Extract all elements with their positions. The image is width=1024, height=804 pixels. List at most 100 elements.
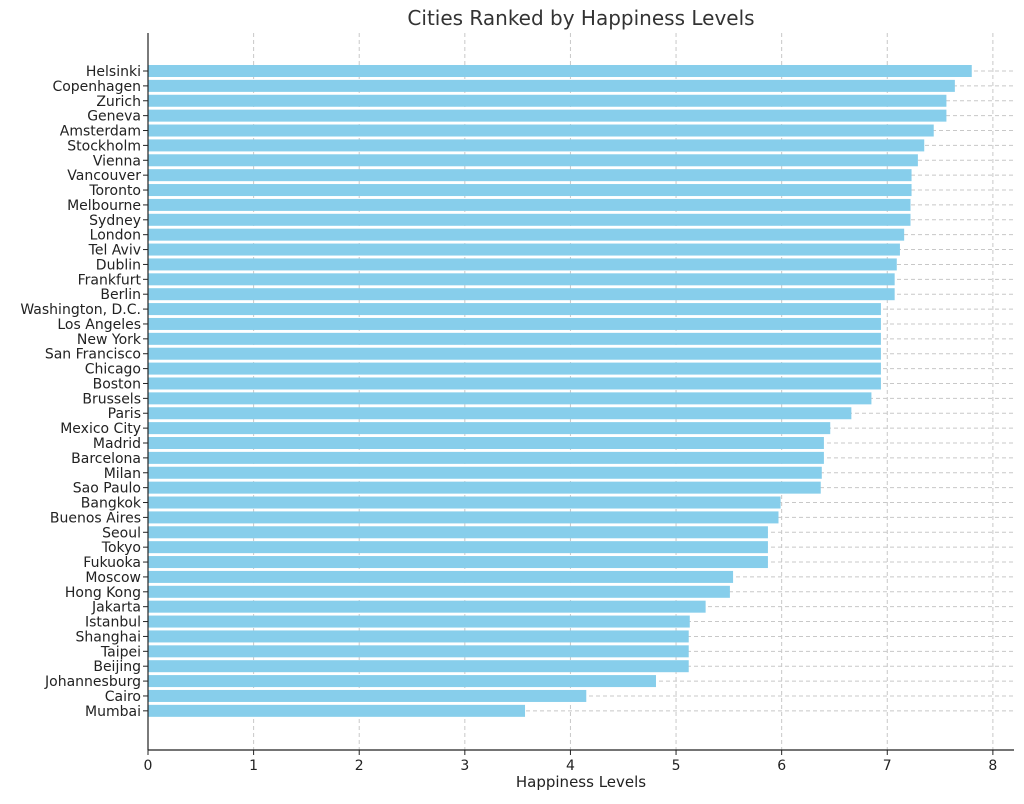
bar (148, 437, 824, 449)
category-label: Sydney (89, 213, 141, 229)
bar (148, 198, 911, 211)
x-tick-labels: 0 1 2 3 4 5 6 7 8 (144, 758, 998, 774)
category-label: Jakarta (91, 600, 141, 616)
axes (143, 33, 1014, 755)
x-tick-label: 0 (144, 758, 153, 774)
category-label: Tokyo (101, 540, 141, 556)
bar (148, 600, 706, 613)
bar (148, 689, 587, 702)
category-label: Geneva (87, 109, 141, 125)
category-label: Berlin (100, 287, 141, 303)
category-label: Zurich (96, 94, 141, 110)
category-label: Amsterdam (60, 124, 141, 140)
category-label: Milan (104, 466, 141, 482)
bar (148, 154, 918, 167)
x-tick-label: 5 (672, 758, 681, 774)
bar (148, 94, 947, 107)
category-label: Toronto (88, 183, 141, 199)
category-label: Chicago (85, 362, 141, 378)
category-label: Los Angeles (57, 317, 141, 333)
category-label: Seoul (102, 525, 141, 541)
bar (148, 65, 972, 77)
category-label: Moscow (85, 570, 141, 586)
bar (148, 303, 881, 316)
bar (148, 466, 822, 479)
category-label: Barcelona (71, 451, 141, 467)
bar (148, 511, 779, 524)
bar (148, 377, 881, 390)
category-label: Bangkok (81, 496, 142, 512)
category-label: Johannesburg (44, 674, 141, 690)
bar (148, 496, 781, 509)
category-label: Istanbul (85, 615, 141, 631)
category-label: Vienna (93, 153, 141, 169)
category-label: Vancouver (67, 168, 141, 184)
bar (148, 660, 689, 673)
bar (148, 213, 911, 226)
x-tick-label: 3 (460, 758, 469, 774)
bar (148, 184, 912, 197)
bar (148, 481, 821, 494)
category-label: Washington, D.C. (20, 302, 141, 318)
bar (148, 288, 895, 301)
bar (148, 615, 690, 628)
category-label: Helsinki (86, 64, 141, 80)
bar (148, 570, 734, 583)
category-label: Stockholm (67, 138, 141, 154)
category-label: Fukuoka (83, 555, 141, 571)
category-label: Hong Kong (65, 585, 141, 601)
bars (148, 65, 972, 717)
category-label: Madrid (93, 436, 141, 452)
bar (148, 347, 881, 360)
bar (148, 704, 526, 717)
x-tick-label: 7 (883, 758, 892, 774)
category-label: Copenhagen (52, 79, 141, 95)
category-label: Boston (93, 376, 141, 392)
category-label: Frankfurt (78, 272, 142, 288)
category-label: Melbourne (67, 198, 141, 214)
bar (148, 526, 768, 539)
bar (148, 109, 947, 122)
bar (148, 362, 881, 375)
bar (148, 407, 852, 420)
bar (148, 541, 768, 554)
chart-title: Cities Ranked by Happiness Levels (407, 6, 754, 30)
bar (148, 332, 881, 345)
x-tick-label: 2 (355, 758, 364, 774)
category-label: Shanghai (76, 629, 141, 645)
bar (148, 139, 925, 152)
category-label: Beijing (93, 659, 141, 675)
category-label: Cairo (105, 689, 141, 705)
x-tick-label: 8 (988, 758, 997, 774)
category-label: Brussels (82, 391, 141, 407)
x-tick-label: 6 (777, 758, 786, 774)
bar (148, 585, 730, 598)
category-label: New York (77, 332, 142, 348)
x-axis-label: Happiness Levels (516, 773, 646, 791)
bar (148, 317, 881, 330)
category-label: San Francisco (45, 347, 141, 363)
bar (148, 392, 872, 405)
category-label: Tel Aviv (88, 243, 141, 259)
x-tick-label: 4 (566, 758, 575, 774)
bar (148, 645, 689, 658)
y-tick-labels: HelsinkiCopenhagenZurichGenevaAmsterdamS… (20, 64, 142, 720)
category-label: Mexico City (60, 421, 141, 437)
bar (148, 258, 897, 271)
category-label: Paris (108, 406, 141, 422)
bar (148, 422, 831, 435)
bar (148, 273, 895, 286)
bar (148, 228, 905, 241)
category-label: Buenos Aires (50, 510, 141, 526)
bar (148, 124, 934, 137)
bar (148, 451, 824, 464)
category-label: Dublin (96, 257, 141, 273)
category-label: Sao Paulo (73, 481, 141, 497)
category-label: Taipei (100, 644, 141, 660)
bar (148, 675, 656, 688)
category-label: London (90, 228, 141, 244)
bar (148, 243, 900, 256)
bar (148, 556, 768, 569)
bar (148, 79, 955, 92)
